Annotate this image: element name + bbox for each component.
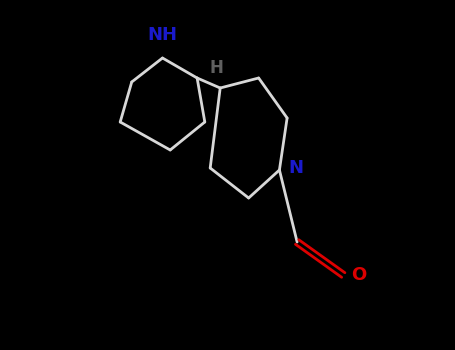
Text: O: O bbox=[351, 266, 366, 284]
Text: N: N bbox=[288, 159, 303, 177]
Text: H: H bbox=[209, 59, 223, 77]
Text: NH: NH bbox=[147, 26, 177, 44]
